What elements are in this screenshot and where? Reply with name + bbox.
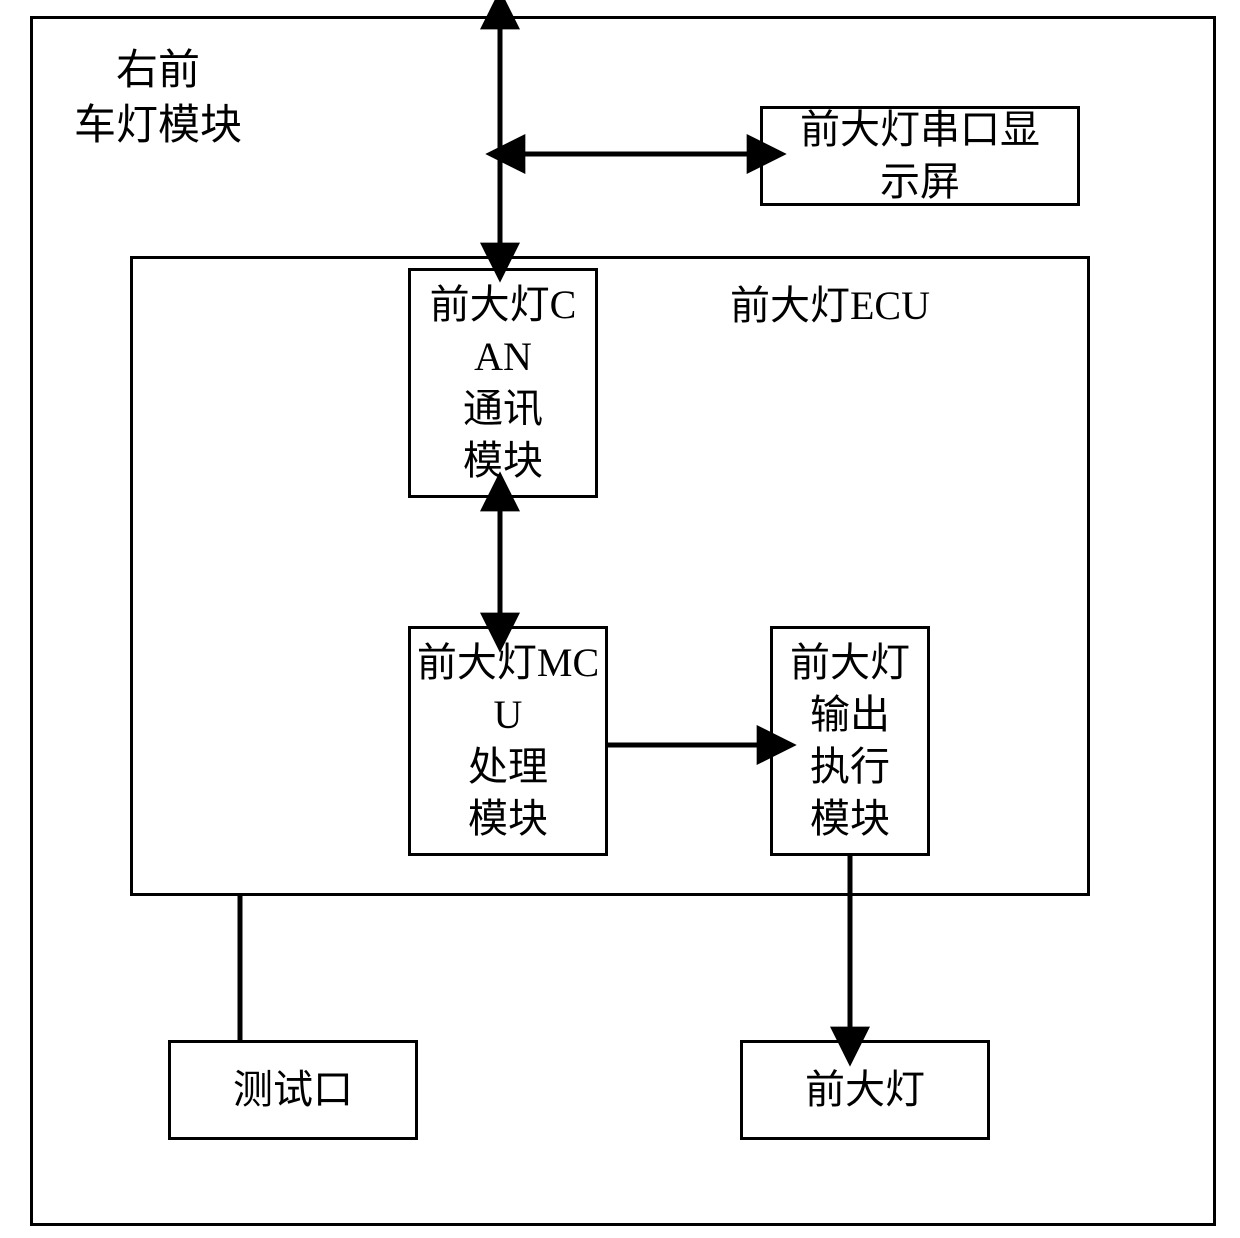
diagram-canvas: 右前 车灯模块 前大灯串口显 示屏 前大灯ECU 前大灯C AN 通讯 模块 前… (0, 0, 1240, 1238)
node-ecu-container (130, 256, 1090, 896)
node-exec-module: 前大灯 输出 执行 模块 (770, 626, 930, 856)
node-can-label: 前大灯C AN 通讯 模块 (430, 279, 577, 487)
node-test-label: 测试口 (233, 1064, 353, 1116)
node-exec-label: 前大灯 输出 执行 模块 (790, 637, 910, 845)
node-headlamp-label: 前大灯 (805, 1064, 925, 1116)
node-test-port: 测试口 (168, 1040, 418, 1140)
node-serial-display: 前大灯串口显 示屏 (760, 106, 1080, 206)
ecu-label: 前大灯ECU (700, 280, 960, 332)
node-headlamp: 前大灯 (740, 1040, 990, 1140)
module-title: 右前 车灯模块 (58, 44, 258, 153)
node-mcu-module: 前大灯MC U 处理 模块 (408, 626, 608, 856)
node-can-module: 前大灯C AN 通讯 模块 (408, 268, 598, 498)
node-serial-display-label: 前大灯串口显 示屏 (800, 104, 1040, 208)
node-mcu-label: 前大灯MC U 处理 模块 (417, 637, 599, 845)
